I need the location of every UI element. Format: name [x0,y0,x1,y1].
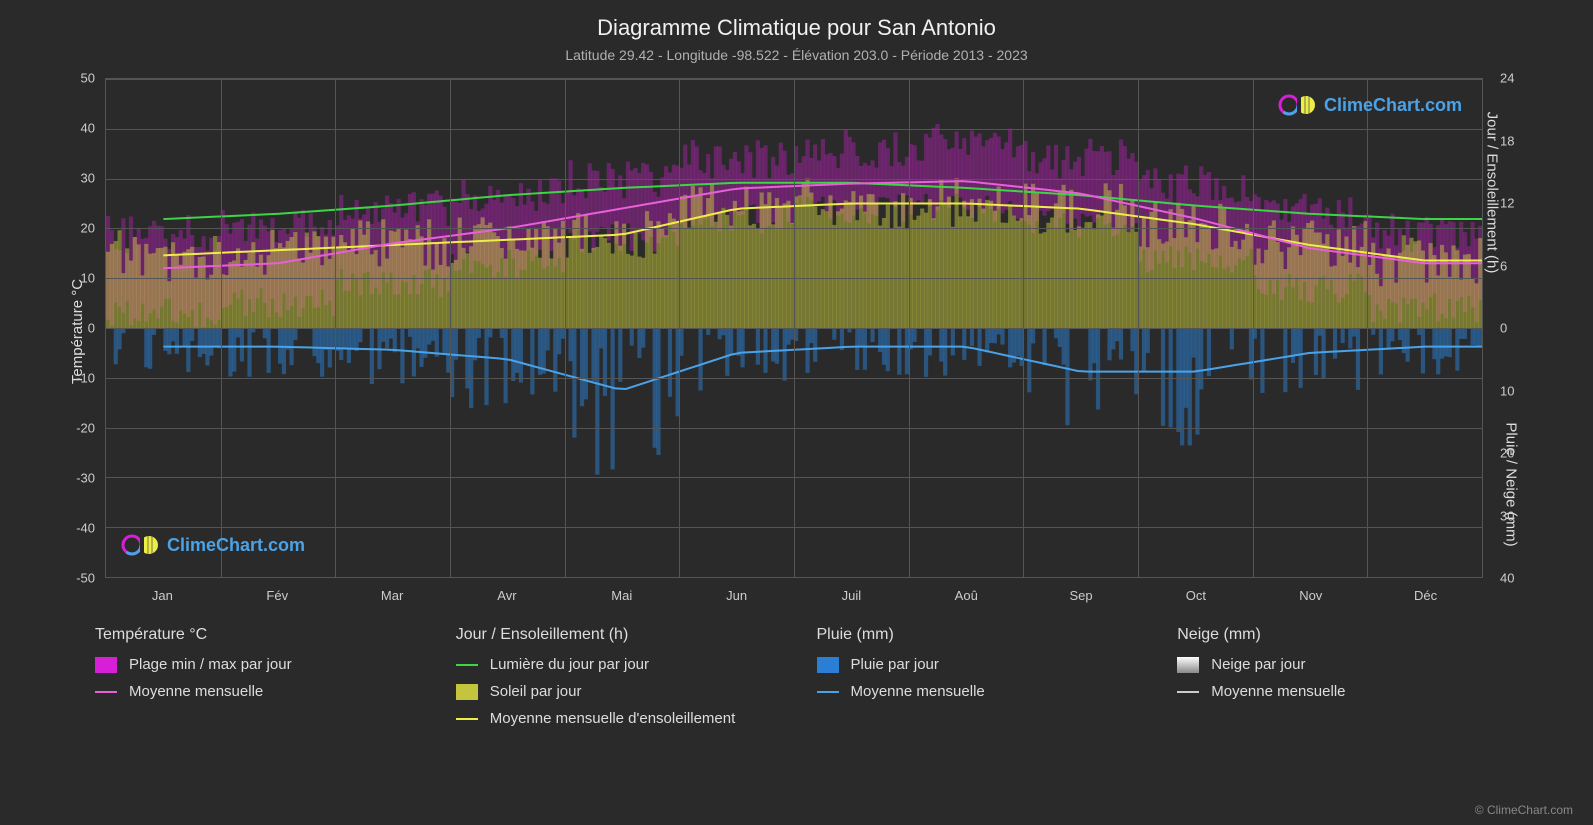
legend-col-temp: Température °C Plage min / max par jour … [95,626,416,737]
rain-swatch [817,657,839,673]
y-tick-left: -10 [76,371,95,386]
legend-label: Moyenne mensuelle [129,683,263,700]
y-axis-left: -50-40-30-20-1001020304050 [65,78,100,578]
legend-label: Moyenne mensuelle [851,683,985,700]
y-tick-left: 0 [88,321,95,336]
x-tick: Jun [726,588,747,603]
y-tick-right: 10 [1500,383,1514,398]
x-tick: Sep [1070,588,1093,603]
logo-icon [1278,94,1318,116]
chart-title: Diagramme Climatique pour San Antonio [20,15,1573,41]
legend-label: Plage min / max par jour [129,656,292,673]
legend-label: Lumière du jour par jour [490,656,649,673]
y-tick-right: 0 [1500,321,1507,336]
plot-wrapper: Température °C Jour / Ensoleillement (h)… [75,78,1518,608]
x-axis: Jan Fév Mar Avr Mai Jun Juil Aoû Sep Oct Nov Déc [105,583,1483,608]
temp-avg-swatch [95,691,117,693]
legend-col-rain: Pluie (mm) Pluie par jour Moyenne mensue… [817,626,1138,737]
x-tick: Avr [497,588,516,603]
legend-item-rain-daily: Pluie par jour [817,656,1138,673]
y-tick-right: 24 [1500,71,1514,86]
legend-item-sunshine-avg: Moyenne mensuelle d'ensoleillement [456,710,777,727]
legend-col-day: Jour / Ensoleillement (h) Lumière du jou… [456,626,777,737]
legend-item-temp-range: Plage min / max par jour [95,656,416,673]
sunshine-swatch [456,684,478,700]
y-tick-left: -30 [76,471,95,486]
chart-subtitle: Latitude 29.42 - Longitude -98.522 - Élé… [20,47,1573,63]
watermark-text: ClimeChart.com [1324,95,1462,116]
y-tick-right: 18 [1500,133,1514,148]
y-tick-right: 40 [1500,571,1514,586]
legend-item-daylight: Lumière du jour par jour [456,656,777,673]
daylight-swatch [456,664,478,666]
logo-icon [121,534,161,556]
temp-range-swatch [95,657,117,673]
x-tick: Déc [1414,588,1437,603]
copyright: © ClimeChart.com [1475,803,1573,817]
y-tick-right: 30 [1500,508,1514,523]
legend-rain-title: Pluie (mm) [817,626,1138,644]
sunshine-avg-swatch [456,718,478,720]
legend: Température °C Plage min / max par jour … [95,626,1498,737]
y-tick-left: -40 [76,521,95,536]
legend-label: Moyenne mensuelle d'ensoleillement [490,710,736,727]
x-tick: Oct [1186,588,1206,603]
legend-label: Soleil par jour [490,683,582,700]
x-tick: Jan [152,588,173,603]
y-tick-right: 12 [1500,196,1514,211]
y-tick-left: -20 [76,421,95,436]
x-tick: Nov [1299,588,1322,603]
legend-day-title: Jour / Ensoleillement (h) [456,626,777,644]
legend-snow-title: Neige (mm) [1177,626,1498,644]
snow-avg-swatch [1177,691,1199,693]
watermark-text: ClimeChart.com [167,535,305,556]
plot-area: ClimeChart.com ClimeChart.com [105,78,1483,578]
legend-label: Moyenne mensuelle [1211,683,1345,700]
x-tick: Mar [381,588,403,603]
legend-item-snow-daily: Neige par jour [1177,656,1498,673]
y-tick-left: 40 [81,121,95,136]
y-tick-left: 50 [81,71,95,86]
legend-item-rain-avg: Moyenne mensuelle [817,683,1138,700]
x-tick: Aoû [955,588,978,603]
legend-col-snow: Neige (mm) Neige par jour Moyenne mensue… [1177,626,1498,737]
legend-temp-title: Température °C [95,626,416,644]
legend-item-temp-avg: Moyenne mensuelle [95,683,416,700]
x-tick: Mai [611,588,632,603]
y-tick-left: 20 [81,221,95,236]
x-tick: Fév [266,588,288,603]
y-tick-right: 20 [1500,446,1514,461]
y-tick-left: 30 [81,171,95,186]
rain-avg-swatch [817,691,839,693]
watermark: ClimeChart.com [1278,94,1462,116]
x-tick: Juil [842,588,862,603]
y-axis-right: 0612182410203040 [1495,78,1530,578]
legend-label: Neige par jour [1211,656,1305,673]
snow-swatch [1177,657,1199,673]
watermark: ClimeChart.com [121,534,305,556]
y-tick-left: 10 [81,271,95,286]
y-tick-left: -50 [76,571,95,586]
legend-label: Pluie par jour [851,656,939,673]
chart-container: Diagramme Climatique pour San Antonio La… [0,0,1593,825]
y-tick-right: 6 [1500,258,1507,273]
legend-item-sunshine: Soleil par jour [456,683,777,700]
legend-item-snow-avg: Moyenne mensuelle [1177,683,1498,700]
